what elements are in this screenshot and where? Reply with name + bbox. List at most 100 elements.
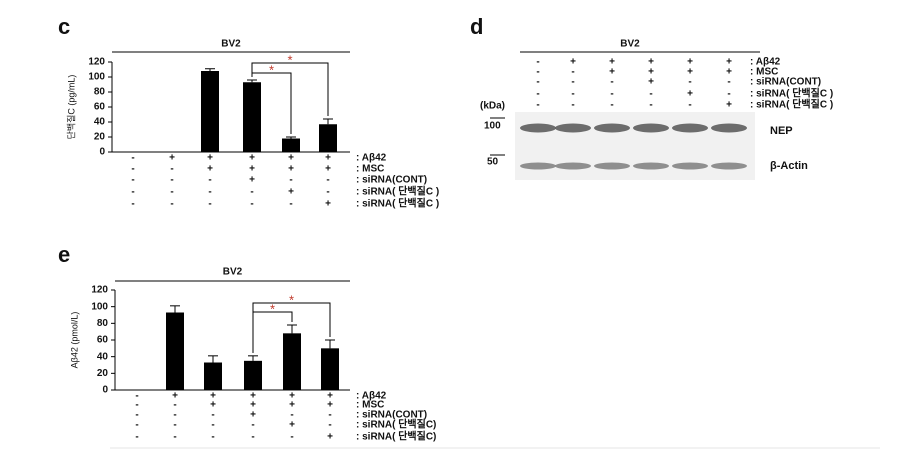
actin-band — [520, 162, 556, 170]
treatment-sign: - — [571, 77, 574, 88]
treatment-sign: + — [288, 187, 294, 198]
blot-title: BV2 — [620, 39, 640, 50]
treatment-sign: + — [288, 164, 294, 175]
panel-label: d — [470, 14, 483, 39]
treatment-sign: + — [687, 67, 693, 78]
treatment-sign: + — [687, 89, 693, 100]
treatment-sign: + — [327, 391, 333, 402]
treatment-sign: - — [251, 420, 254, 431]
chart-title: BV2 — [223, 267, 243, 278]
treatment-sign: - — [688, 100, 691, 111]
treatment-sign: - — [208, 175, 211, 186]
treatment-sign: - — [250, 187, 253, 198]
treatment-sign: - — [208, 199, 211, 210]
bar — [243, 82, 261, 152]
treatment-sign: + — [325, 199, 331, 210]
treatment-sign: + — [249, 175, 255, 186]
marker-label: 100 — [484, 121, 501, 132]
treatment-sign: - — [135, 410, 138, 421]
treatment-label: : siRNA( 단백질C) — [356, 418, 436, 431]
actin-band — [633, 162, 669, 170]
treatment-sign: - — [135, 400, 138, 411]
treatment-sign: - — [536, 89, 539, 100]
y-tick-label: 120 — [88, 57, 105, 68]
treatment-sign: - — [649, 89, 652, 100]
treatment-sign: - — [328, 420, 331, 431]
treatment-sign: - — [173, 432, 176, 443]
treatment-label: : MSC — [750, 67, 778, 78]
treatment-sign: + — [327, 432, 333, 443]
treatment-sign: - — [208, 187, 211, 198]
treatment-sign: - — [211, 420, 214, 431]
treatment-sign: - — [131, 199, 134, 210]
treatment-sign: + — [249, 164, 255, 175]
treatment-sign: - — [173, 420, 176, 431]
panel-label: c — [58, 14, 70, 39]
nep-band — [633, 123, 669, 133]
treatment-sign: - — [173, 400, 176, 411]
treatment-sign: - — [326, 187, 329, 198]
treatment-sign: - — [610, 89, 613, 100]
treatment-sign: + — [249, 153, 255, 164]
treatment-sign: + — [250, 391, 256, 402]
treatment-label: : Aβ42 — [356, 391, 387, 402]
nep-band — [594, 123, 630, 133]
significance-mark: * — [270, 301, 275, 316]
treatment-sign: - — [688, 77, 691, 88]
band-label: NEP — [770, 125, 793, 137]
unit-label: (kDa) — [480, 101, 505, 112]
significance-bracket — [252, 302, 331, 353]
treatment-sign: - — [649, 100, 652, 111]
y-tick-label: 40 — [97, 351, 109, 362]
bar — [244, 360, 262, 390]
y-tick-label: 20 — [94, 132, 106, 143]
treatment-label: : siRNA( 단백질C ) — [750, 87, 833, 100]
treatment-sign: + — [687, 57, 693, 68]
treatment-sign: + — [250, 410, 256, 421]
nep-band — [520, 123, 556, 133]
y-tick-label: 60 — [94, 102, 106, 113]
y-tick-label: 0 — [99, 147, 105, 158]
y-tick-label: 100 — [88, 72, 105, 83]
treatment-sign: - — [610, 77, 613, 88]
treatment-sign: + — [648, 67, 654, 78]
treatment-sign: + — [726, 100, 732, 111]
blot-background — [515, 112, 755, 180]
treatment-sign: + — [172, 391, 178, 402]
treatment-sign: - — [251, 432, 254, 443]
bar — [321, 348, 339, 390]
bar — [204, 362, 222, 390]
y-tick-label: 20 — [97, 368, 109, 379]
treatment-label: : Aβ42 — [356, 153, 387, 164]
treatment-label: : siRNA( 단백질C ) — [356, 185, 439, 198]
nep-band — [711, 123, 747, 133]
treatment-sign: - — [289, 199, 292, 210]
y-tick-label: 0 — [102, 385, 108, 396]
treatment-sign: - — [610, 100, 613, 111]
nep-band — [555, 123, 591, 133]
treatment-label: : MSC — [356, 164, 384, 175]
treatment-sign: - — [290, 432, 293, 443]
treatment-sign: - — [131, 187, 134, 198]
y-tick-label: 40 — [94, 117, 106, 128]
nep-band — [672, 123, 708, 133]
treatment-sign: - — [211, 432, 214, 443]
y-tick-label: 80 — [94, 87, 106, 98]
treatment-sign: - — [131, 164, 134, 175]
treatment-sign: + — [288, 153, 294, 164]
treatment-sign: - — [727, 89, 730, 100]
significance-bracket — [251, 62, 329, 116]
marker-label: 50 — [487, 157, 499, 168]
y-axis-label: 단백질C (pg/mL) — [65, 75, 76, 140]
bar — [282, 138, 300, 152]
treatment-label: : siRNA( 단백질C ) — [750, 98, 833, 111]
treatment-sign: + — [207, 164, 213, 175]
treatment-sign: - — [211, 410, 214, 421]
treatment-sign: + — [289, 420, 295, 431]
treatment-label: : MSC — [356, 400, 384, 411]
treatment-sign: + — [325, 153, 331, 164]
bar — [319, 124, 337, 152]
treatment-sign: + — [609, 57, 615, 68]
treatment-sign: + — [289, 391, 295, 402]
